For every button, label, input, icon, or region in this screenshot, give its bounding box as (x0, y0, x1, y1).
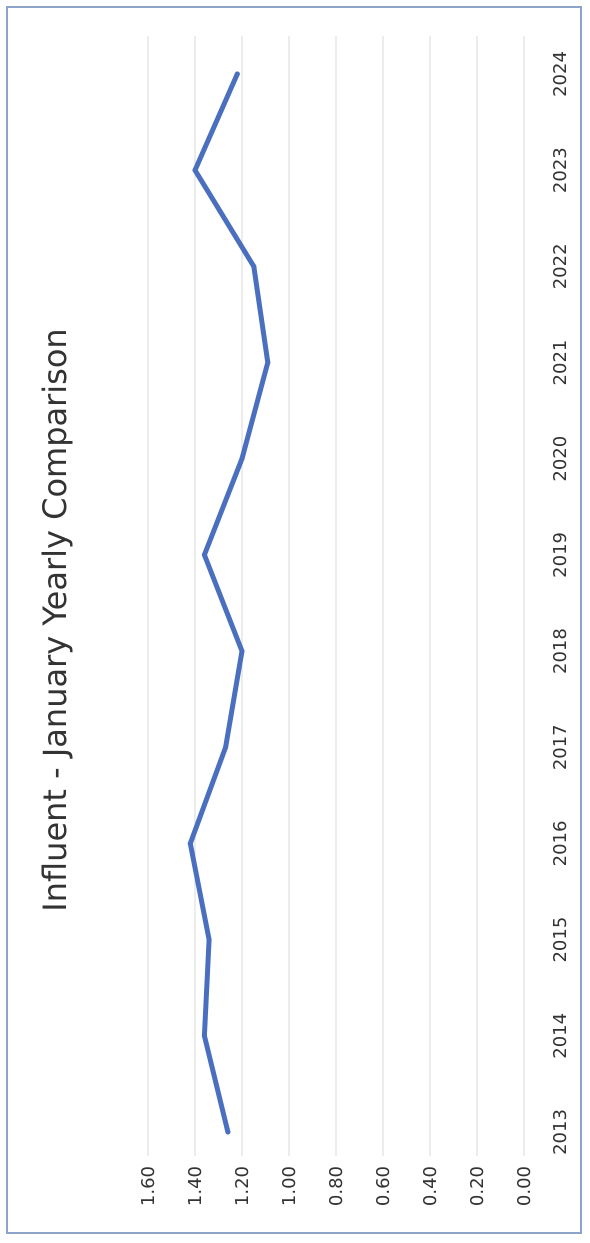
data-point (265, 360, 271, 365)
x-tick-label: 2021 (550, 340, 571, 386)
series-group (187, 71, 271, 1135)
x-tick-label: 2024 (550, 51, 571, 97)
data-point (223, 744, 229, 750)
y-tick-label: 1.60 (138, 1166, 159, 1206)
series-line (187, 71, 271, 1135)
data-point (225, 1129, 231, 1135)
x-tick-label: 2014 (550, 1013, 571, 1059)
y-axis-tick-labels: 0.00 0.20 0.40 0.60 0.80 1.00 1.20 1.40 1.60 (138, 1166, 535, 1206)
data-point (201, 1033, 207, 1039)
x-tick-label: 2018 (550, 628, 571, 674)
data-point (239, 456, 245, 462)
x-tick-label: 2022 (550, 243, 571, 289)
data-point (206, 937, 212, 943)
x-tick-label: 2013 (550, 1109, 571, 1155)
data-point (234, 71, 240, 77)
data-point (187, 841, 193, 846)
x-tick-label: 2016 (550, 821, 571, 867)
y-tick-label: 0.60 (373, 1166, 394, 1206)
y-tick-label: 0.20 (467, 1166, 488, 1206)
x-tick-label: 2017 (550, 724, 571, 770)
y-tick-label: 0.80 (326, 1166, 347, 1206)
gridlines (147, 36, 525, 1156)
data-point (239, 648, 245, 654)
y-tick-label: 0.40 (420, 1166, 441, 1206)
x-tick-label: 2015 (550, 917, 571, 963)
chart-frame (6, 6, 582, 1234)
y-tick-label: 1.40 (185, 1166, 206, 1206)
x-tick-label: 2023 (550, 147, 571, 193)
y-tick-label: 1.20 (232, 1166, 253, 1206)
x-axis-tick-labels: 2013 2014 2015 2016 2017 2018 2019 2020 2021 2022… (550, 51, 571, 1155)
y-tick-label: 0.00 (514, 1166, 535, 1206)
chart-title: Influent - January Yearly Comparison (36, 328, 74, 911)
x-tick-label: 2019 (550, 532, 571, 578)
y-tick-label: 1.00 (279, 1166, 300, 1206)
data-point (192, 167, 198, 173)
data-point (201, 552, 207, 558)
x-tick-label: 2020 (550, 436, 571, 482)
data-point (251, 263, 257, 269)
